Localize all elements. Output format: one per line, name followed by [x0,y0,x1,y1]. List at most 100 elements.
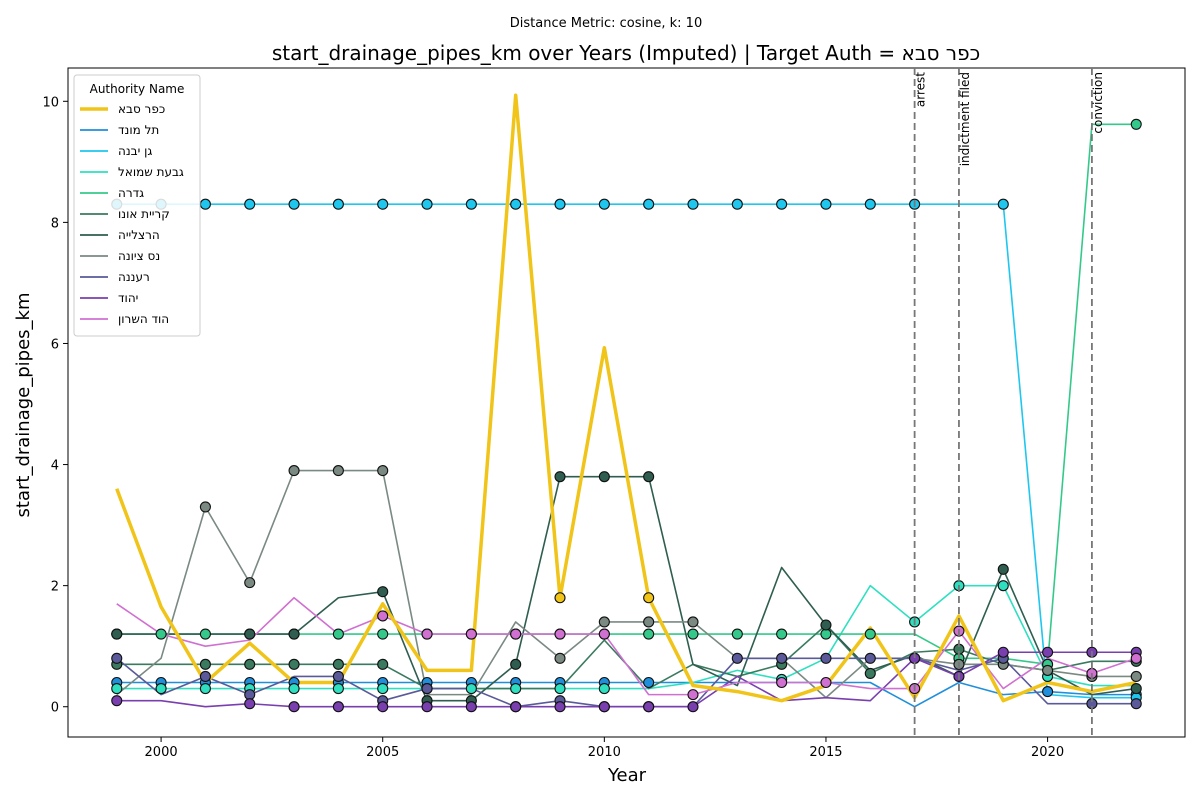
data-point [598,683,610,695]
data-point [155,628,167,640]
data-point [820,652,832,664]
data-point [776,652,788,664]
legend-entry: נס ציונה [118,249,160,263]
data-point [776,198,788,210]
data-point [288,465,300,477]
legend-entry: הוד השרון [118,312,169,326]
y-axis-label: start_drainage_pipes_km [13,293,34,518]
data-point [864,667,876,679]
data-point [288,658,300,670]
data-point [554,471,566,483]
data-point [332,670,344,683]
data-point [288,628,300,640]
data-point [199,670,211,683]
data-point [199,658,211,670]
series-line [116,123,1137,666]
series-line [116,475,1137,702]
y-tick-label: 10 [42,95,59,110]
data-point [199,683,211,695]
data-point [820,628,832,640]
data-point [244,689,256,701]
data-point [421,198,433,210]
series-line [116,203,1137,699]
data-point [820,198,832,210]
data-point [864,198,876,210]
data-point [731,652,743,664]
legend-entry: יהוד [118,291,138,305]
data-point [1042,664,1054,676]
data-point [997,198,1009,210]
data-point [244,658,256,670]
data-point [377,586,389,598]
data-point [155,683,167,695]
y-tick-label: 8 [51,216,59,231]
data-point [421,683,433,695]
data-point [643,628,655,640]
data-point [377,628,389,640]
data-point [598,616,610,628]
event-label: conviction [1091,72,1105,134]
data-point [377,465,389,477]
x-tick-label: 2010 [588,745,621,760]
data-point [820,676,832,689]
data-point [643,471,655,483]
data-point [288,198,300,210]
data-point [510,658,522,670]
data-point [776,676,788,689]
x-tick-label: 2000 [145,745,178,760]
data-point [643,592,655,604]
data-point [244,198,256,210]
series-line [115,93,1137,703]
y-tick-label: 0 [51,701,59,716]
plot-area: 2000 2005 2010 2015 2020 0 2 4 6 8 10 arrest indictm… [42,67,1186,760]
legend-entry: קריית אונו [118,207,170,221]
data-point [864,652,876,664]
series-line [116,469,1137,699]
event-label: indictment filed [958,72,972,166]
data-point [510,198,522,210]
data-point [687,628,699,640]
data-point [554,683,566,695]
data-point [643,198,655,210]
x-tick-label: 2015 [809,745,842,760]
data-point [244,628,256,640]
data-point [288,701,300,713]
data-point [1130,118,1142,130]
data-point [465,683,477,695]
y-tick-label: 6 [51,337,59,352]
plot-frame [67,67,1186,738]
data-point [377,683,389,695]
data-point [111,652,123,664]
data-point [687,701,699,713]
data-point [332,658,344,670]
data-point [643,616,655,628]
data-point [332,198,344,210]
data-point [1130,652,1142,664]
data-point [554,198,566,210]
data-point [111,695,123,707]
data-point [465,198,477,210]
legend-entry: גבעת שמואל [118,165,184,179]
x-tick-label: 2020 [1031,745,1064,760]
data-point [554,628,566,640]
data-point [510,701,522,713]
data-point [1130,698,1142,710]
y-tick-label: 4 [51,459,59,474]
data-point [864,628,876,640]
legend-entry: הרצלייה [118,228,160,242]
series-line [116,596,1137,696]
data-point [997,580,1009,592]
data-point [1042,646,1054,658]
event-label: arrest [914,72,928,107]
data-point [244,577,256,589]
data-point [598,701,610,713]
data-point [377,658,389,670]
data-point [554,701,566,713]
data-point [465,701,477,713]
data-point [598,471,610,483]
legend: Authority Name כפר סבא תל מונד גן יבנה גבעת … [73,74,201,337]
data-point [820,619,832,631]
data-point [332,701,344,713]
data-point [377,701,389,713]
